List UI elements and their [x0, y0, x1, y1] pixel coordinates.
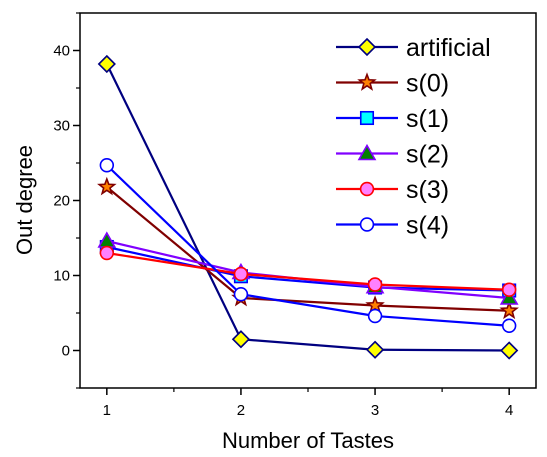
x-tick-label: 4 [505, 402, 513, 419]
y-axis-title: Out degree [12, 145, 37, 255]
series-line [106, 251, 510, 291]
legend-marker-diamond [357, 37, 377, 57]
legend: artificial s(0) s(1) s(2) s(3) s(4) [336, 34, 491, 240]
legend-marker-circle [359, 181, 375, 197]
x-tick-label: 1 [103, 402, 111, 419]
series-0 [97, 54, 519, 360]
data-point-circle [233, 266, 249, 282]
legend-marker-triangle [357, 143, 377, 161]
data-point-star [499, 300, 519, 320]
data-point-circle [233, 287, 249, 302]
data-point-triangle [499, 288, 519, 305]
series-line [106, 186, 510, 312]
y-tick-label: 0 [62, 343, 70, 360]
data-point-circle [501, 318, 517, 333]
series-1 [97, 176, 519, 320]
legend-label: s(1) [406, 105, 449, 133]
y-tick-label: 30 [53, 118, 70, 135]
y-tick-label: 20 [53, 193, 70, 210]
data-point-circle [501, 282, 517, 297]
data-point-diamond [231, 330, 251, 349]
series-line [106, 164, 510, 327]
legend-marker-square [359, 110, 375, 126]
series-3 [97, 231, 519, 305]
data-point-diamond [365, 340, 385, 359]
data-point-circle [367, 308, 383, 324]
legend-label: s(2) [406, 141, 449, 169]
data-point-circle [99, 158, 115, 173]
data-point-circle [367, 277, 383, 292]
data-point-diamond [500, 341, 519, 360]
legend-label: s(4) [406, 212, 449, 240]
plot-frame [79, 12, 537, 389]
legend-marker-star [357, 72, 377, 91]
x-tick-label: 3 [371, 402, 379, 419]
legend-label: s(3) [406, 176, 449, 204]
series-line [106, 245, 510, 292]
y-tick-label: 40 [53, 43, 70, 60]
series-line [105, 63, 510, 352]
x-tick-label: 2 [237, 402, 245, 419]
legend-label: artificial [406, 34, 491, 62]
data-point-circle [99, 245, 115, 261]
series-layer [97, 54, 519, 360]
series-5 [99, 158, 517, 333]
y-tick-label: 10 [53, 268, 70, 285]
data-point-diamond [97, 54, 116, 74]
series-4 [99, 245, 517, 297]
legend-marker-circle [359, 217, 375, 232]
x-axis-title: Number of Tastes [222, 428, 394, 453]
legend-label: s(0) [406, 70, 449, 98]
data-point-star [97, 176, 117, 196]
